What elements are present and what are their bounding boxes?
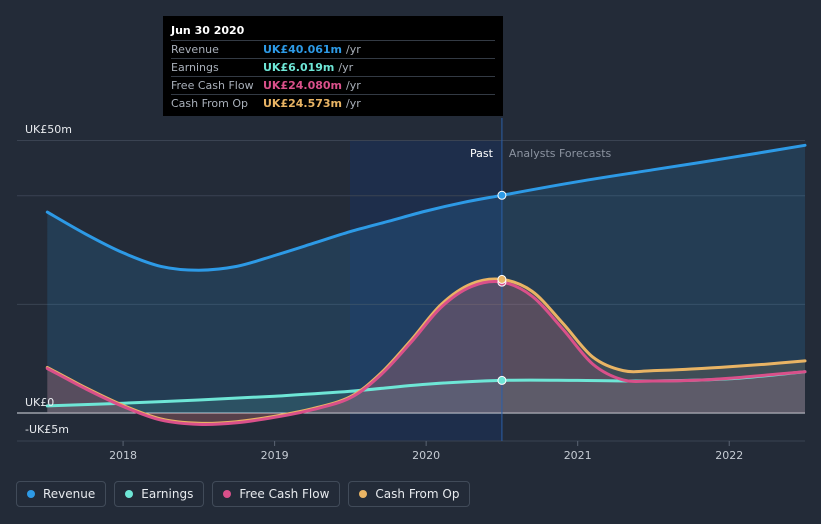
y-label-bottom: -UK£5m bbox=[25, 423, 69, 436]
legend-item-free-cash-flow[interactable]: Free Cash Flow bbox=[212, 481, 341, 507]
tooltip-row-revenue: Revenue UK£40.061m /yr bbox=[171, 40, 495, 58]
x-tick-label: 2020 bbox=[412, 449, 440, 462]
earnings-marker bbox=[497, 375, 507, 385]
tooltip-label: Revenue bbox=[171, 43, 219, 56]
free-cash-flow-line bbox=[45, 280, 807, 427]
legend-item-earnings[interactable]: Earnings bbox=[114, 481, 205, 507]
x-axis-ticks: 2018 2019 2020 2021 2022 bbox=[109, 441, 743, 462]
revenue-area bbox=[47, 145, 806, 414]
y-label-zero: UK£0 bbox=[25, 396, 54, 409]
tooltip-date: Jun 30 2020 bbox=[171, 24, 245, 37]
data-tooltip: Jun 30 2020 Revenue UK£40.061m /yr Earni… bbox=[163, 16, 503, 116]
x-tick-label: 2018 bbox=[109, 449, 137, 462]
revenue-marker bbox=[497, 190, 507, 200]
tooltip-label: Free Cash Flow bbox=[171, 79, 254, 92]
cash-from-op-marker bbox=[497, 274, 507, 284]
series-lines bbox=[45, 143, 807, 427]
tooltip-unit: /yr bbox=[338, 61, 354, 74]
tooltip-unit: /yr bbox=[346, 79, 361, 92]
tooltip-row-earnings: Earnings UK£6.019m /yr bbox=[171, 58, 495, 76]
legend-label: Free Cash Flow bbox=[239, 487, 330, 501]
tooltip-unit: /yr bbox=[346, 43, 361, 56]
tooltip-label: Earnings bbox=[171, 61, 219, 74]
legend-item-cash-from-op[interactable]: Cash From Op bbox=[348, 481, 471, 507]
legend-item-revenue[interactable]: Revenue bbox=[16, 481, 107, 507]
tooltip-label: Cash From Op bbox=[171, 97, 249, 110]
tooltip-row-free-cash-flow: Free Cash Flow UK£24.080m /yr bbox=[171, 76, 495, 94]
legend-label: Earnings bbox=[141, 487, 194, 501]
tooltip-value: UK£24.080m bbox=[263, 79, 343, 92]
series-markers bbox=[497, 190, 507, 385]
chart-legend: Revenue Earnings Free Cash Flow Cash Fro… bbox=[16, 481, 471, 507]
analysts-forecasts-label: Analysts Forecasts bbox=[509, 147, 612, 160]
tooltip-value: UK£40.061m bbox=[263, 43, 343, 56]
legend-label: Revenue bbox=[43, 487, 96, 501]
x-tick-label: 2022 bbox=[715, 449, 743, 462]
x-tick-label: 2021 bbox=[564, 449, 592, 462]
y-label-top: UK£50m bbox=[25, 123, 72, 136]
tooltip-value: UK£24.573m bbox=[263, 97, 343, 110]
revenue-line bbox=[45, 143, 807, 272]
free-cash-flow-dot-icon bbox=[223, 490, 232, 498]
gridlines bbox=[17, 140, 805, 442]
tooltip-value: UK£6.019m bbox=[263, 61, 335, 74]
earnings-dot-icon bbox=[125, 490, 134, 498]
legend-label: Cash From Op bbox=[375, 487, 460, 501]
revenue-dot-icon bbox=[27, 490, 35, 498]
past-label: Past bbox=[470, 147, 494, 160]
x-tick-label: 2019 bbox=[261, 449, 289, 462]
free-cash-flow-area bbox=[47, 281, 806, 425]
tooltip-unit: /yr bbox=[346, 97, 361, 110]
cash-from-op-area bbox=[47, 278, 806, 424]
cash-from-op-dot-icon bbox=[359, 490, 368, 498]
past-region-highlight bbox=[350, 141, 502, 441]
tooltip-row-cash-from-op: Cash From Op UK£24.573m /yr bbox=[171, 94, 495, 112]
